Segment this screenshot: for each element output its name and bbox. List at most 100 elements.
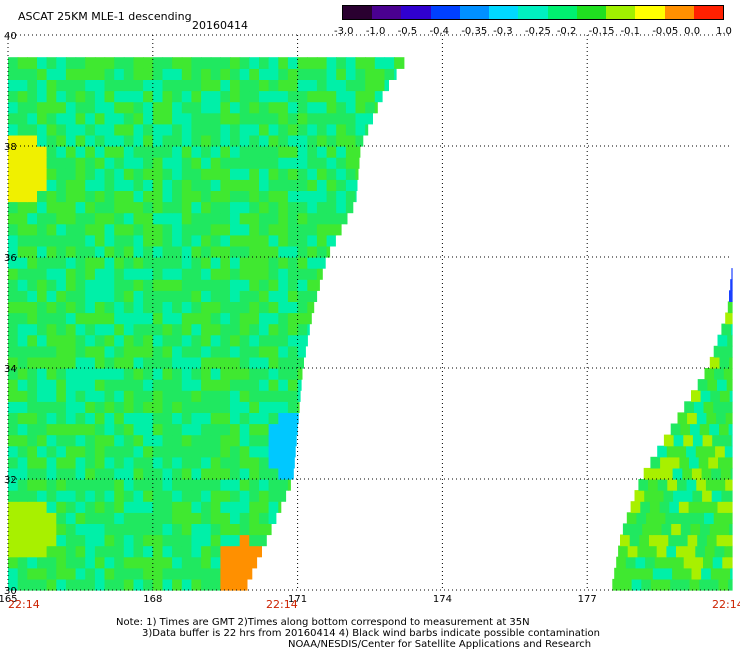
data-cell [75,523,86,536]
data-cell [152,112,164,125]
data-cell [94,290,106,302]
data-cell [374,101,378,114]
data-cell [201,334,212,347]
data-cell [152,79,164,92]
data-cell [123,423,135,436]
data-cell [133,456,144,469]
data-cell [220,301,231,314]
data-cell [162,123,173,136]
data-cell [316,268,323,280]
data-cell [249,57,260,69]
data-cell [666,445,678,458]
data-cell [249,190,260,203]
data-cell [143,434,154,447]
data-cell [123,79,135,92]
data-cell [307,245,318,258]
data-cell [46,79,57,92]
data-cell [708,456,719,469]
data-cell [220,290,231,302]
data-cell [384,68,395,80]
colorbar-cell [635,6,665,19]
data-cell [259,301,270,314]
data-cell [37,157,48,169]
data-cell [181,390,193,402]
data-cell [17,412,28,425]
data-cell [268,290,279,302]
data-cell [8,290,19,302]
data-cell [191,279,202,291]
colorbar-tick-label: -1.0 [365,26,386,37]
data-cell [191,101,202,114]
data-cell [656,545,667,558]
data-cell [345,123,357,136]
data-cell [230,334,241,347]
data-cell [123,234,135,247]
data-cell [268,112,279,125]
data-cell [114,290,125,302]
data-cell [239,479,250,491]
data-cell [152,279,164,291]
data-cell [75,556,86,569]
data-cell [336,157,347,169]
data-cell [162,279,173,291]
data-cell [191,312,202,325]
data-cell [677,479,688,491]
data-cell [133,534,144,547]
data-cell [686,479,697,491]
data-cell [75,501,86,513]
data-cell [239,523,250,536]
data-cell [75,490,86,502]
data-cell [670,423,681,436]
data-cell [162,334,173,347]
data-cell [278,168,289,180]
data-cell [37,323,48,336]
data-cell [8,245,19,258]
data-cell [123,356,135,369]
data-cell [152,290,164,302]
data-cell [133,268,144,280]
data-cell [56,190,67,203]
data-cell [239,501,250,513]
data-cell [114,190,125,203]
data-cell [162,223,173,236]
data-cell [85,301,96,314]
data-cell [46,146,57,158]
data-cell [268,268,279,280]
data-cell [239,467,250,480]
data-cell [278,501,282,513]
data-cell [326,57,337,69]
data-cell [239,445,250,458]
data-cell [56,223,67,236]
data-cell [172,390,183,402]
data-cell [181,279,193,291]
data-cell [660,456,671,469]
data-cell [239,490,250,502]
data-cell [8,490,19,502]
data-cell [172,379,183,391]
data-cell [297,190,308,203]
data-cell [665,512,676,524]
data-cell [27,501,38,513]
data-cell [239,390,250,402]
data-cell [133,123,144,136]
data-cell [94,157,106,169]
data-cell [27,201,38,214]
data-cell [143,368,154,380]
data-cell [46,456,57,469]
data-cell [123,201,135,214]
data-cell [201,268,212,280]
data-cell [114,356,125,369]
data-cell [239,578,248,591]
data-cell [162,245,173,258]
data-cell [625,556,637,569]
data-cell [143,423,154,436]
data-cell [104,545,115,558]
data-cell [249,412,260,425]
data-cell [249,68,260,80]
data-cell [326,190,337,203]
data-cell [297,323,308,336]
data-cell [268,490,279,502]
data-cell [104,479,115,491]
data-cell [707,501,719,513]
data-cell [37,101,48,114]
